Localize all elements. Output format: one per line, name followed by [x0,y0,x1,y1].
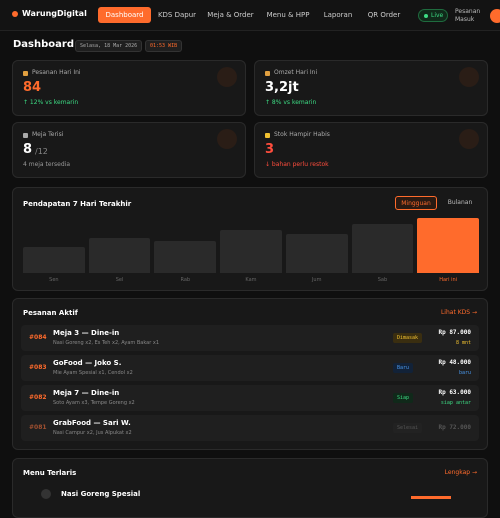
order-id: #083 [29,364,47,371]
live-text: Live [431,12,444,19]
top-menu-title: Menu Terlaris [23,469,77,477]
stat-label: Stok Hampir Habis [274,131,330,138]
order-items: Nasi Goreng x2, Es Teh x2, Ayam Bakar x1 [53,340,160,346]
order-title: Meja 7 — Dine-in [53,389,120,397]
live-pill[interactable]: Live [418,9,448,22]
stat-value: 84 [23,80,42,95]
order-id: #081 [29,424,47,431]
order-price: Rp 63.000 [438,389,471,396]
nav-tab[interactable]: Meja & Order [207,11,254,19]
order-items: Nasi Campur x2, Jus Alpukat x2 [53,430,132,436]
stat-note: ↑ 12% vs kemarin [23,99,79,106]
order-row[interactable]: #083 GoFood — Joko S. Mie Ayam Spesial x1,… [21,355,479,381]
order-items: Soto Ayam x3, Tempe Goreng x2 [53,400,135,406]
orders-card: Pesanan Aktif Lihat KDS → #084 Meja 3 — D… [12,298,488,450]
order-price: Rp 48.000 [438,359,471,366]
order-price: Rp 87.000 [438,329,471,336]
brand: WarungDigital [22,9,87,18]
order-note: 8 mnt [455,340,471,346]
order-id: #082 [29,394,47,401]
stat-icon [265,133,270,138]
order-id: #084 [29,334,47,341]
revenue-bar [351,224,414,273]
day-label: Hari ini [439,277,458,283]
stat-value: 3 [265,142,275,157]
order-items: Mie Ayam Spesial x1, Cendol x2 [53,370,133,376]
element [424,14,428,18]
stat-total: /12 [35,147,48,156]
stat-value: 3,2jt [265,80,299,95]
order-row[interactable]: #084 Meja 3 — Dine-in Nasi Goreng x2, Es T… [21,325,479,351]
orders-title: Pesanan Aktif [23,309,78,317]
stat-glow [217,67,237,87]
page-title: Dashboard [13,39,74,50]
revenue-bar [88,238,151,273]
nav-tab[interactable]: Dashboard [98,7,151,23]
top-nav: WarungDigital Live Pesanan Masuk Dashboa… [0,0,500,31]
date-pill: Selasa, 18 Mar 2026 [75,40,143,52]
order-title: Meja 3 — Dine-in [53,329,120,337]
order-row[interactable]: #081 GrabFood — Sari W. Nasi Campur x2, Ju… [21,415,479,441]
nav-tab[interactable]: KDS Dapur [157,11,197,19]
revenue-bar [285,234,348,273]
status-badge: Dimasak [393,333,423,343]
avatar[interactable] [490,9,500,23]
day-label: Kam [245,277,257,283]
stat-icon [23,71,28,76]
stat-glow [459,67,479,87]
revenue-bar [417,218,479,273]
stat-icon [23,133,28,138]
orders-link[interactable]: Lihat KDS → [440,309,477,316]
stat-card: Pesanan Hari Ini 84 ↑ 12% vs kemarin [12,60,246,116]
stat-label: Omzet Hari Ini [274,69,318,76]
order-note: siap antar [440,400,471,406]
revenue-card: Pendapatan 7 Hari Terakhir Mingguan Bulan… [12,187,488,291]
stat-glow [459,129,479,149]
rank-dot [41,489,51,499]
time-pill: 01:53 WIB [145,40,183,52]
order-row[interactable]: #082 Meja 7 — Dine-in Soto Ayam x3, Tempe … [21,385,479,411]
stat-card: Meja Terisi 8/12 4 meja tersedia [12,122,246,178]
revenue-bar [154,241,217,273]
stat-label: Meja Terisi [32,131,64,138]
menu-item: Nasi Goreng Spesial [61,490,141,498]
top-menu-link[interactable]: Lengkap → [444,469,477,476]
day-label: Rab [180,277,191,283]
range-toggle[interactable]: Mingguan [395,196,437,210]
status-badge: Siap [393,393,414,403]
order-title: GoFood — Joko S. [53,359,122,367]
day-label: Jum [311,277,322,283]
incoming-orders[interactable]: Pesanan Masuk [455,8,481,23]
day-label: Sab [377,277,388,283]
top-menu-card: Menu Terlaris Lengkap → Nasi Goreng Spes… [12,458,488,518]
stat-label: Pesanan Hari Ini [32,69,81,76]
nav-tab[interactable]: Laporan [323,11,353,19]
stat-glow [217,129,237,149]
day-label: Sen [49,277,59,283]
revenue-bar [220,230,282,273]
stat-note: ↑ 8% vs kemarin [265,99,317,106]
stat-icon [265,71,270,76]
revenue-title: Pendapatan 7 Hari Terakhir [23,200,132,208]
nav-tab[interactable]: Menu & HPP [266,11,310,19]
status-badge: Baru [393,363,414,373]
day-label: Sel [115,277,124,283]
stat-value: 8 [23,142,33,157]
stat-note: ↓ bahan perlu restok [265,161,329,168]
range-toggle[interactable]: Bulanan [447,199,473,206]
order-price: Rp 72.000 [438,424,471,431]
stat-note: 4 meja tersedia [23,161,70,168]
status-badge: Selesai [393,423,423,433]
nav-tab[interactable]: QR Order [367,11,401,19]
stat-card: Stok Hampir Habis 3 ↓ bahan perlu restok [254,122,488,178]
order-title: GrabFood — Sari W. [53,419,131,427]
stat-card: Omzet Hari Ini 3,2jt ↑ 8% vs kemarin [254,60,488,116]
order-note: baru [458,370,471,376]
revenue-bar [23,246,85,273]
logo [12,11,18,17]
menu-bar [411,496,451,499]
